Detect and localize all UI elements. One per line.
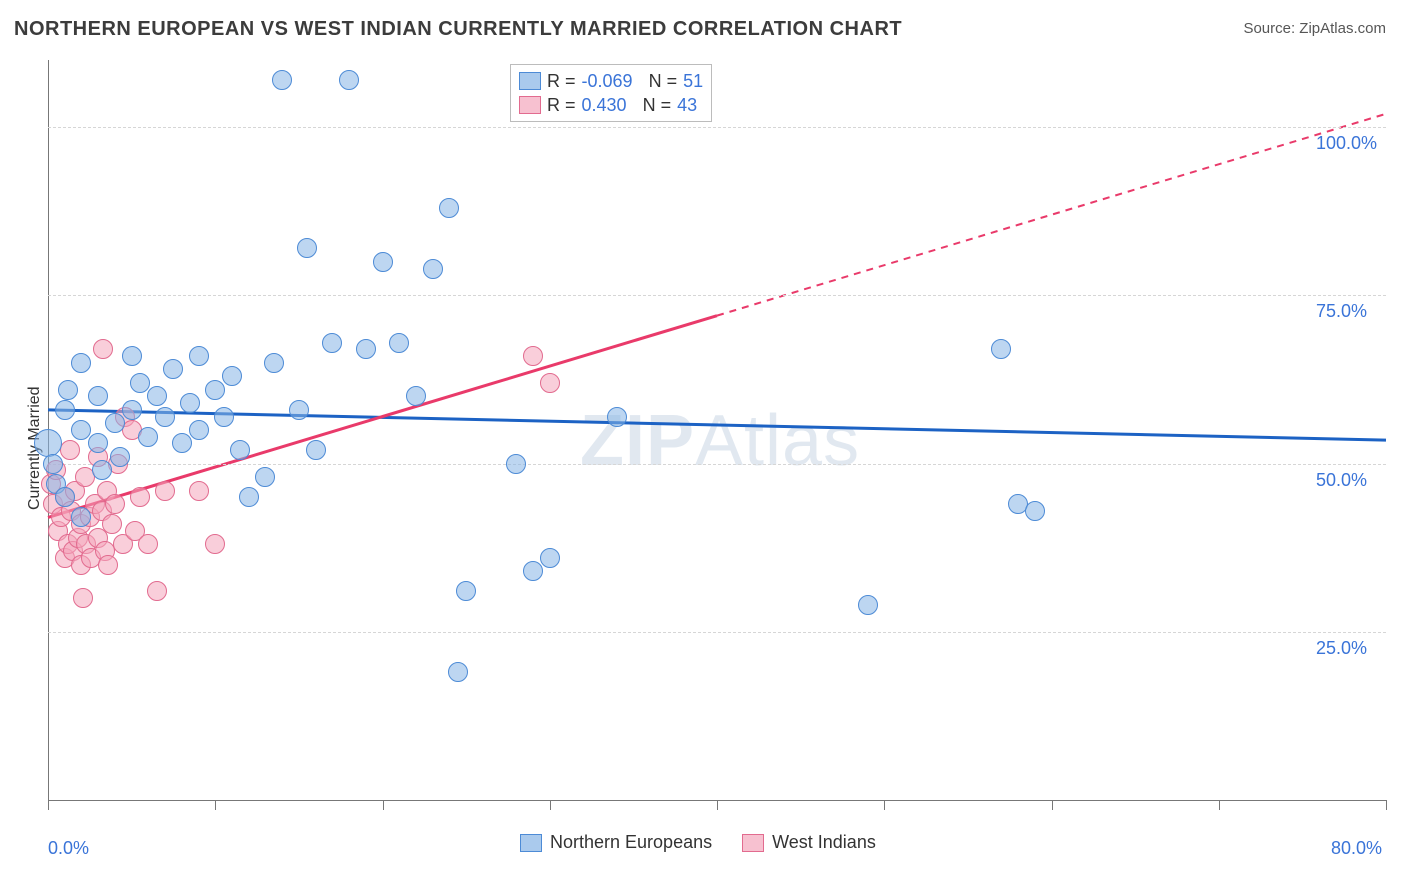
data-point [92,460,112,480]
data-point [214,407,234,427]
data-point [239,487,259,507]
data-point [147,386,167,406]
legend-text: 43 [677,95,697,116]
chart-title: NORTHERN EUROPEAN VS WEST INDIAN CURRENT… [14,18,902,41]
y-tick-label: 50.0% [1316,470,1367,491]
x-tick-label: 0.0% [48,838,89,859]
legend-item: Northern Europeans [520,832,712,853]
data-point [155,407,175,427]
data-point [189,420,209,440]
legend-text: R = [547,95,576,116]
data-point [138,427,158,447]
x-tick [1386,800,1387,810]
data-point [506,454,526,474]
series-legend: Northern Europeans West Indians [520,832,876,853]
x-tick [550,800,551,810]
data-point [98,555,118,575]
data-point [105,494,125,514]
legend-text: 0.430 [582,95,627,116]
data-point [55,487,75,507]
x-tick [717,800,718,810]
data-point [222,366,242,386]
data-point [322,333,342,353]
data-point [858,595,878,615]
data-point [423,259,443,279]
data-point [189,481,209,501]
data-point [373,252,393,272]
data-point [607,407,627,427]
y-tick-label: 25.0% [1316,638,1367,659]
x-tick-label: 80.0% [1331,838,1382,859]
data-point [356,339,376,359]
x-tick [1219,800,1220,810]
legend-text: N = [639,71,678,92]
data-point [43,454,63,474]
data-point [58,380,78,400]
data-point [448,662,468,682]
gridline [48,632,1386,633]
legend-label: West Indians [772,832,876,853]
legend-swatch [519,96,541,114]
data-point [55,400,75,420]
gridline [48,295,1386,296]
gridline [48,464,1386,465]
data-point [205,380,225,400]
data-point [389,333,409,353]
y-tick-label: 100.0% [1316,133,1377,154]
data-point [289,400,309,420]
legend-text: -0.069 [582,71,633,92]
legend-row: R = 0.430 N =43 [519,93,703,117]
y-tick-label: 75.0% [1316,301,1367,322]
x-tick [383,800,384,810]
data-point [60,440,80,460]
plot-area [48,60,1387,801]
legend-text: 51 [683,71,703,92]
correlation-legend: R =-0.069 N =51R =0.430 N =43 [510,64,712,122]
legend-text: N = [633,95,672,116]
data-point [122,346,142,366]
x-tick [215,800,216,810]
data-point [523,346,543,366]
data-point [155,481,175,501]
data-point [540,548,560,568]
legend-swatch [742,834,764,852]
gridline [48,127,1386,128]
legend-swatch [519,72,541,90]
legend-row: R = -0.069 N =51 [519,69,703,93]
legend-text: R = [547,71,576,92]
data-point [110,447,130,467]
data-point [1025,501,1045,521]
legend-swatch [520,834,542,852]
data-point [306,440,326,460]
data-point [189,346,209,366]
data-point [102,514,122,534]
source-label: Source: ZipAtlas.com [1243,20,1386,37]
x-tick [1052,800,1053,810]
x-tick [48,800,49,810]
data-point [130,373,150,393]
x-tick [884,800,885,810]
legend-label: Northern Europeans [550,832,712,853]
data-point [122,400,142,420]
data-point [264,353,284,373]
legend-item: West Indians [742,832,876,853]
data-point [540,373,560,393]
